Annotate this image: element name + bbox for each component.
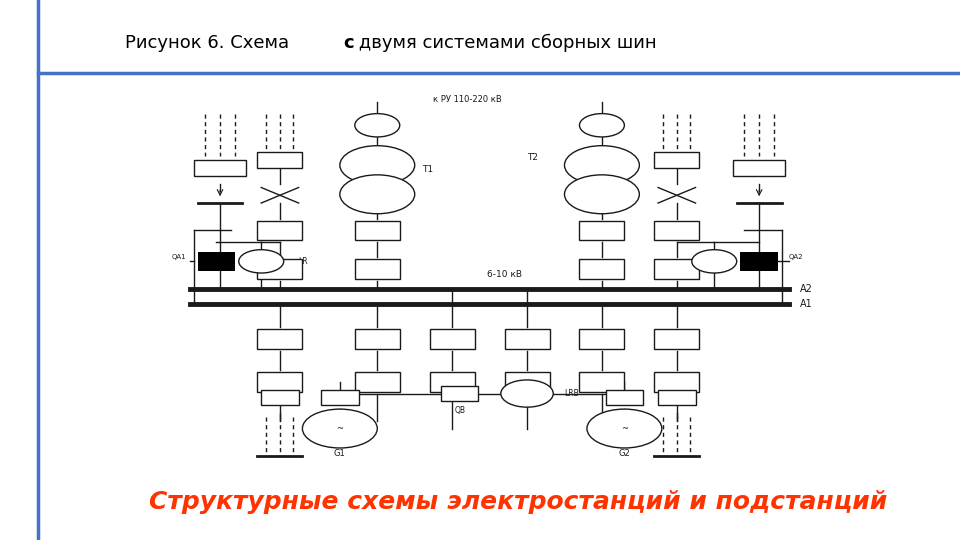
Bar bbox=[740, 252, 778, 271]
Bar bbox=[430, 372, 474, 391]
Circle shape bbox=[355, 113, 399, 137]
Text: LR: LR bbox=[299, 257, 308, 266]
Bar bbox=[580, 329, 624, 349]
Text: G2: G2 bbox=[618, 449, 631, 458]
Bar bbox=[441, 386, 478, 401]
Circle shape bbox=[340, 175, 415, 214]
Text: двумя системами сборных шин: двумя системами сборных шин bbox=[353, 34, 657, 52]
Circle shape bbox=[340, 146, 415, 185]
Text: QA1: QA1 bbox=[172, 254, 186, 260]
Text: ~: ~ bbox=[336, 424, 344, 433]
Text: LRB: LRB bbox=[564, 389, 579, 398]
Text: к РУ 110-220 кВ: к РУ 110-220 кВ bbox=[433, 95, 501, 104]
Bar bbox=[355, 220, 399, 240]
Circle shape bbox=[564, 146, 639, 185]
Circle shape bbox=[587, 409, 661, 448]
Bar bbox=[257, 259, 302, 279]
Text: Структурные схемы электростанций и подстанций: Структурные схемы электростанций и подст… bbox=[149, 490, 888, 514]
Circle shape bbox=[692, 249, 736, 273]
Text: ~: ~ bbox=[621, 424, 628, 433]
Text: QB: QB bbox=[454, 406, 466, 415]
Circle shape bbox=[564, 175, 639, 214]
Bar bbox=[261, 390, 299, 405]
Bar bbox=[430, 329, 474, 349]
Text: T1: T1 bbox=[422, 165, 433, 174]
Circle shape bbox=[239, 249, 284, 273]
Text: T2: T2 bbox=[527, 153, 538, 163]
Text: Рисунок 6. Схема: Рисунок 6. Схема bbox=[125, 34, 295, 52]
Text: A1: A1 bbox=[801, 299, 813, 309]
Bar bbox=[257, 152, 302, 168]
Text: с: с bbox=[344, 34, 354, 52]
Bar bbox=[655, 329, 699, 349]
Bar bbox=[321, 390, 359, 405]
Bar bbox=[257, 220, 302, 240]
Bar bbox=[194, 160, 246, 176]
Bar bbox=[505, 372, 549, 391]
Circle shape bbox=[302, 409, 377, 448]
Bar bbox=[655, 152, 699, 168]
Bar bbox=[655, 372, 699, 391]
Bar bbox=[355, 259, 399, 279]
Bar bbox=[606, 390, 643, 405]
Text: G1: G1 bbox=[334, 449, 346, 458]
Text: QA2: QA2 bbox=[789, 254, 804, 260]
Text: A2: A2 bbox=[801, 284, 813, 294]
Bar bbox=[658, 390, 695, 405]
Bar bbox=[505, 329, 549, 349]
Circle shape bbox=[580, 113, 624, 137]
Circle shape bbox=[501, 380, 553, 407]
Bar bbox=[257, 329, 302, 349]
Bar bbox=[257, 372, 302, 391]
Bar bbox=[733, 160, 785, 176]
Bar bbox=[655, 220, 699, 240]
Bar bbox=[355, 372, 399, 391]
Bar bbox=[355, 329, 399, 349]
Bar bbox=[198, 252, 235, 271]
Bar bbox=[655, 259, 699, 279]
Bar bbox=[580, 372, 624, 391]
Text: 6-10 кВ: 6-10 кВ bbox=[487, 270, 522, 279]
Bar bbox=[580, 259, 624, 279]
Bar bbox=[580, 220, 624, 240]
